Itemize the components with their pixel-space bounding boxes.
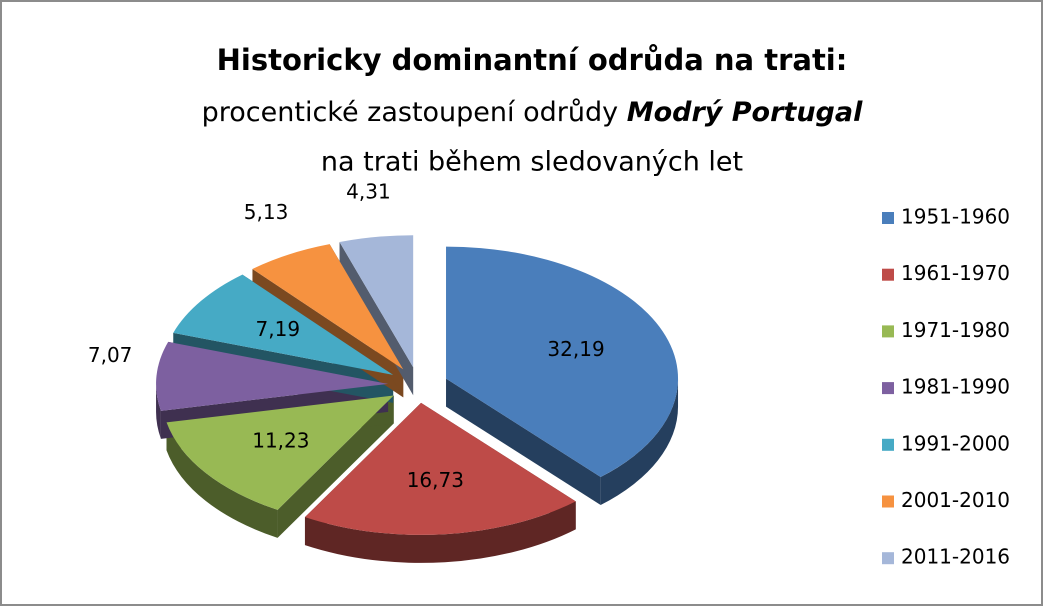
pie-tops [156, 235, 679, 535]
data-label: 32,19 [547, 337, 604, 361]
slice-side [446, 378, 601, 505]
subtitle-emphasis: Modrý Portugal [627, 97, 863, 128]
data-labels: 32,19 16,73 11,23 7,07 7,19 5,13 4,31 [88, 179, 605, 492]
chart-subtitle: na trati během sledovaných let [321, 147, 743, 178]
slice-wall [166, 422, 278, 538]
legend-label: 1961-1970 [901, 261, 1010, 285]
legend-swatch [882, 495, 894, 508]
slice-wall [600, 378, 679, 505]
legend-swatch [882, 268, 894, 281]
slice [156, 341, 389, 411]
slice-wall [156, 383, 161, 439]
chart-title: Historicky dominantní odrůda na trati: [217, 43, 848, 77]
legend-label: 2011-2016 [901, 545, 1010, 569]
subtitle-part: procentické zastoupení odrůdy [202, 97, 618, 128]
slice [339, 235, 414, 368]
legend: 1951-1960 1961-1970 1971-1980 1981-1990 1991… [882, 205, 1010, 569]
legend-swatch [882, 382, 894, 395]
slice [252, 244, 404, 370]
slice [446, 246, 679, 477]
data-label: 11,23 [252, 428, 309, 452]
slice-wall [304, 501, 576, 563]
data-label: 16,73 [407, 468, 464, 492]
legend-swatch [882, 325, 894, 338]
legend-label: 1951-1960 [901, 205, 1010, 229]
legend-label: 1981-1990 [901, 375, 1010, 399]
legend-label: 1991-2000 [901, 431, 1010, 455]
slice-side [277, 395, 394, 538]
data-label: 7,07 [88, 343, 133, 367]
slice [304, 402, 576, 535]
data-label: 4,31 [346, 179, 391, 203]
data-label: 5,13 [244, 200, 289, 224]
legend-swatch [882, 552, 894, 565]
legend-swatch [882, 438, 894, 451]
legend-swatch [882, 212, 894, 224]
legend-label: 1971-1980 [901, 318, 1010, 342]
slice [173, 274, 394, 375]
slice [166, 395, 394, 510]
legend-label: 2001-2010 [901, 488, 1010, 512]
chart-subtitle: procentické zastoupení odrůdy Modrý Port… [202, 97, 863, 128]
data-label: 7,19 [256, 317, 301, 341]
